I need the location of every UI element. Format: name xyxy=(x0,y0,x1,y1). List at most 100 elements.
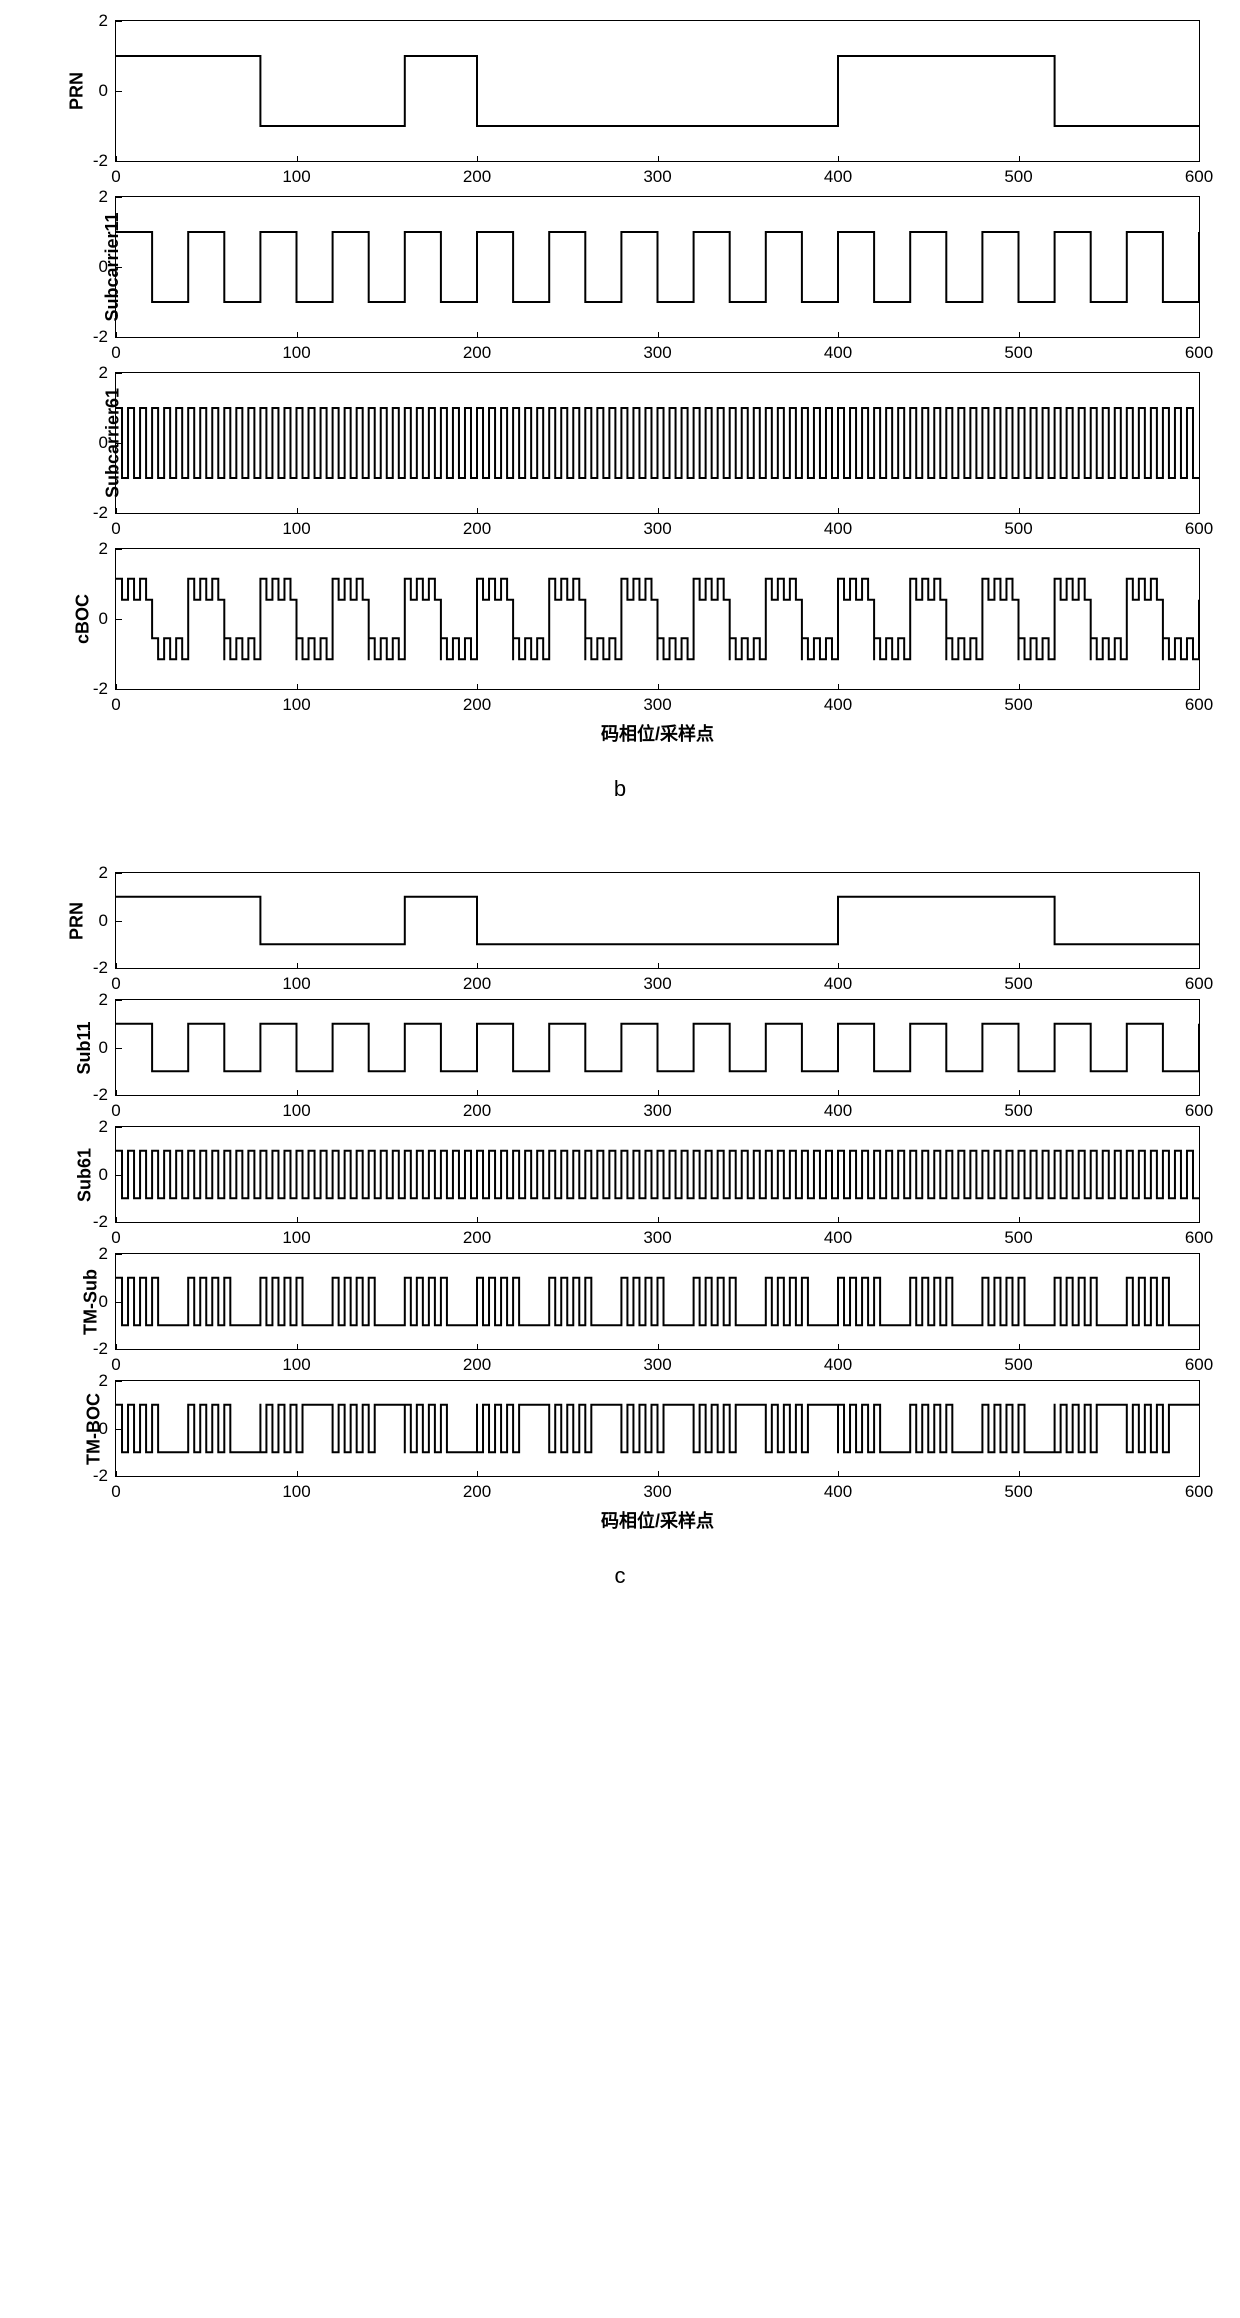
x-tick-label: 500 xyxy=(1004,519,1032,539)
x-tick-label: 500 xyxy=(1004,167,1032,187)
x-tick-label: 600 xyxy=(1185,1228,1213,1248)
figure-b: PRN-2020100200300400500600Subcarrier11-2… xyxy=(20,20,1220,802)
x-tick-label: 300 xyxy=(643,1355,671,1375)
signal-trace xyxy=(116,549,1199,689)
y-tick-label: 0 xyxy=(99,1419,108,1439)
y-tick-label: 0 xyxy=(99,609,108,629)
signal-trace xyxy=(116,1000,1199,1095)
x-tick-label: 0 xyxy=(111,1482,120,1502)
y-tick-label: 2 xyxy=(99,1244,108,1264)
x-tick-label: 100 xyxy=(282,1355,310,1375)
y-tick-label: 0 xyxy=(99,911,108,931)
x-tick-label: 200 xyxy=(463,343,491,363)
x-tick-label: 0 xyxy=(111,1355,120,1375)
axes-box: Subcarrier61-2020100200300400500600 xyxy=(115,372,1200,514)
y-axis-label: cBOC xyxy=(73,594,94,644)
x-tick-label: 200 xyxy=(463,519,491,539)
x-tick-label: 500 xyxy=(1004,974,1032,994)
signal-trace xyxy=(116,1381,1199,1476)
plot-area: cBOC-2020100200300400500600 xyxy=(115,548,1200,690)
plot-area: TM-BOC-2020100200300400500600 xyxy=(115,1380,1200,1477)
axes-box: TM-BOC-2020100200300400500600 xyxy=(115,1380,1200,1477)
x-tick-label: 0 xyxy=(111,343,120,363)
x-tick-label: 500 xyxy=(1004,695,1032,715)
figure-letter: b xyxy=(20,776,1220,802)
x-tick-label: 0 xyxy=(111,1101,120,1121)
x-tick-label: 0 xyxy=(111,167,120,187)
y-tick-label: 0 xyxy=(99,1165,108,1185)
x-tick-label: 100 xyxy=(282,1101,310,1121)
y-tick-label: 2 xyxy=(99,11,108,31)
x-tick-label: 300 xyxy=(643,167,671,187)
axes-box: Subcarrier11-2020100200300400500600 xyxy=(115,196,1200,338)
x-tick-label: 300 xyxy=(643,695,671,715)
figure-c: PRN-2020100200300400500600Sub11-20201002… xyxy=(20,872,1220,1589)
y-axis-label: Sub11 xyxy=(74,1021,95,1074)
x-axis-label: 码相位/采样点 xyxy=(115,1507,1200,1533)
x-tick-label: 500 xyxy=(1004,1101,1032,1121)
signal-trace xyxy=(116,21,1199,161)
x-tick-label: 400 xyxy=(824,519,852,539)
x-tick-label: 200 xyxy=(463,974,491,994)
x-tick-label: 100 xyxy=(282,974,310,994)
y-tick-label: 2 xyxy=(99,1117,108,1137)
x-tick-label: 400 xyxy=(824,1101,852,1121)
y-tick-label: 2 xyxy=(99,863,108,883)
x-tick-label: 500 xyxy=(1004,1482,1032,1502)
x-tick-label: 0 xyxy=(111,1228,120,1248)
y-tick-label: 0 xyxy=(99,257,108,277)
plot-area: TM-Sub-2020100200300400500600 xyxy=(115,1253,1200,1350)
x-tick-label: 0 xyxy=(111,519,120,539)
y-tick-label: -2 xyxy=(93,1212,108,1232)
x-tick-label: 600 xyxy=(1185,167,1213,187)
x-tick-label: 400 xyxy=(824,1355,852,1375)
subplot: Sub61-2020100200300400500600 xyxy=(20,1126,1220,1223)
x-tick-label: 400 xyxy=(824,343,852,363)
x-tick-label: 300 xyxy=(643,343,671,363)
subplot: TM-BOC-2020100200300400500600 xyxy=(20,1380,1220,1477)
axes-box: PRN-2020100200300400500600 xyxy=(115,872,1200,969)
y-tick-label: 2 xyxy=(99,1371,108,1391)
x-tick-label: 600 xyxy=(1185,695,1213,715)
figure-letter: c xyxy=(20,1563,1220,1589)
x-tick-label: 200 xyxy=(463,695,491,715)
x-tick-label: 500 xyxy=(1004,1228,1032,1248)
axes-box: cBOC-2020100200300400500600 xyxy=(115,548,1200,690)
x-tick-label: 600 xyxy=(1185,1482,1213,1502)
signal-trace xyxy=(116,1254,1199,1349)
signal-trace xyxy=(116,373,1199,513)
y-tick-label: 2 xyxy=(99,539,108,559)
axes-box: Sub11-2020100200300400500600 xyxy=(115,999,1200,1096)
plot-area: Subcarrier61-2020100200300400500600 xyxy=(115,372,1200,514)
plot-area: Sub61-2020100200300400500600 xyxy=(115,1126,1200,1223)
x-tick-label: 0 xyxy=(111,695,120,715)
y-tick-label: 0 xyxy=(99,1292,108,1312)
subplot: cBOC-2020100200300400500600 xyxy=(20,548,1220,690)
figure-root: PRN-2020100200300400500600Subcarrier11-2… xyxy=(20,20,1220,1589)
x-tick-label: 600 xyxy=(1185,519,1213,539)
x-tick-label: 500 xyxy=(1004,1355,1032,1375)
x-tick-label: 100 xyxy=(282,343,310,363)
x-tick-label: 200 xyxy=(463,1482,491,1502)
x-tick-label: 100 xyxy=(282,519,310,539)
x-tick-label: 600 xyxy=(1185,1101,1213,1121)
x-tick-label: 100 xyxy=(282,695,310,715)
x-tick-label: 400 xyxy=(824,695,852,715)
x-tick-label: 400 xyxy=(824,974,852,994)
y-tick-label: -2 xyxy=(93,1085,108,1105)
x-tick-label: 600 xyxy=(1185,343,1213,363)
axes-box: TM-Sub-2020100200300400500600 xyxy=(115,1253,1200,1350)
y-tick-label: -2 xyxy=(93,679,108,699)
y-tick-label: -2 xyxy=(93,1339,108,1359)
x-tick-label: 300 xyxy=(643,519,671,539)
y-tick-label: -2 xyxy=(93,958,108,978)
y-axis-label: PRN xyxy=(67,72,88,110)
subplot: Subcarrier61-2020100200300400500600 xyxy=(20,372,1220,514)
x-tick-label: 500 xyxy=(1004,343,1032,363)
y-axis-label: Sub61 xyxy=(75,1147,96,1201)
x-tick-label: 600 xyxy=(1185,974,1213,994)
plot-area: Subcarrier11-2020100200300400500600 xyxy=(115,196,1200,338)
x-tick-label: 400 xyxy=(824,167,852,187)
x-tick-label: 200 xyxy=(463,1355,491,1375)
x-tick-label: 600 xyxy=(1185,1355,1213,1375)
